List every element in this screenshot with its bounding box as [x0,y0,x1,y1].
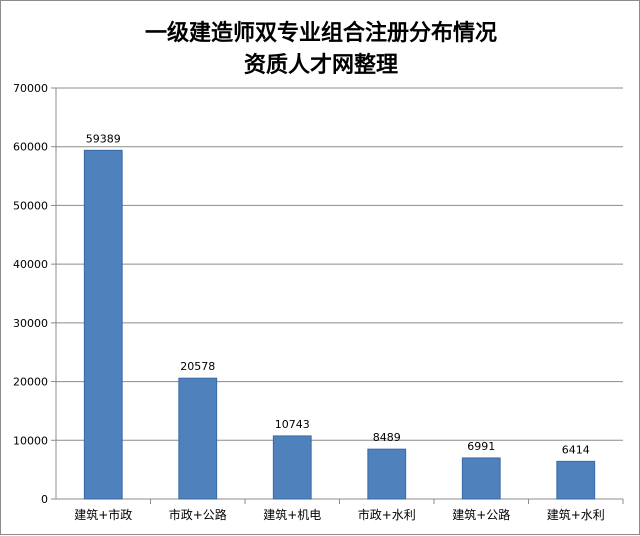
x-tick-label: 市政+水利 [358,507,416,522]
data-label: 59389 [86,132,121,145]
data-label: 20578 [180,360,215,373]
y-tick-label: 60000 [13,141,48,154]
x-tick-label: 市政+公路 [169,507,227,522]
bar [272,435,312,500]
chart-title: 一级建造师双专业组合注册分布情况 [144,20,497,46]
y-tick-label: 50000 [13,199,48,212]
bar [367,448,407,500]
y-tick-label: 30000 [13,317,48,330]
y-tick-label: 20000 [13,376,48,389]
y-tick-label: 40000 [13,258,48,271]
x-tick-label: 建筑+水利 [547,507,605,522]
y-tick-label: 70000 [13,82,48,95]
bar [556,460,596,500]
data-label: 10743 [275,418,310,431]
data-label: 6414 [562,443,590,456]
y-tick-label: 10000 [13,434,48,447]
y-tick-label: 0 [41,493,48,506]
x-tick-label: 建筑+机电 [263,507,321,522]
bar [178,377,218,500]
data-label: 6991 [467,440,495,453]
data-label: 8489 [373,431,401,444]
bar [461,457,501,500]
x-tick-label: 建筑+市政 [74,507,132,522]
chart-subtitle: 资质人才网整理 [243,52,398,78]
bar [83,149,123,500]
x-tick-label: 建筑+公路 [452,507,510,522]
